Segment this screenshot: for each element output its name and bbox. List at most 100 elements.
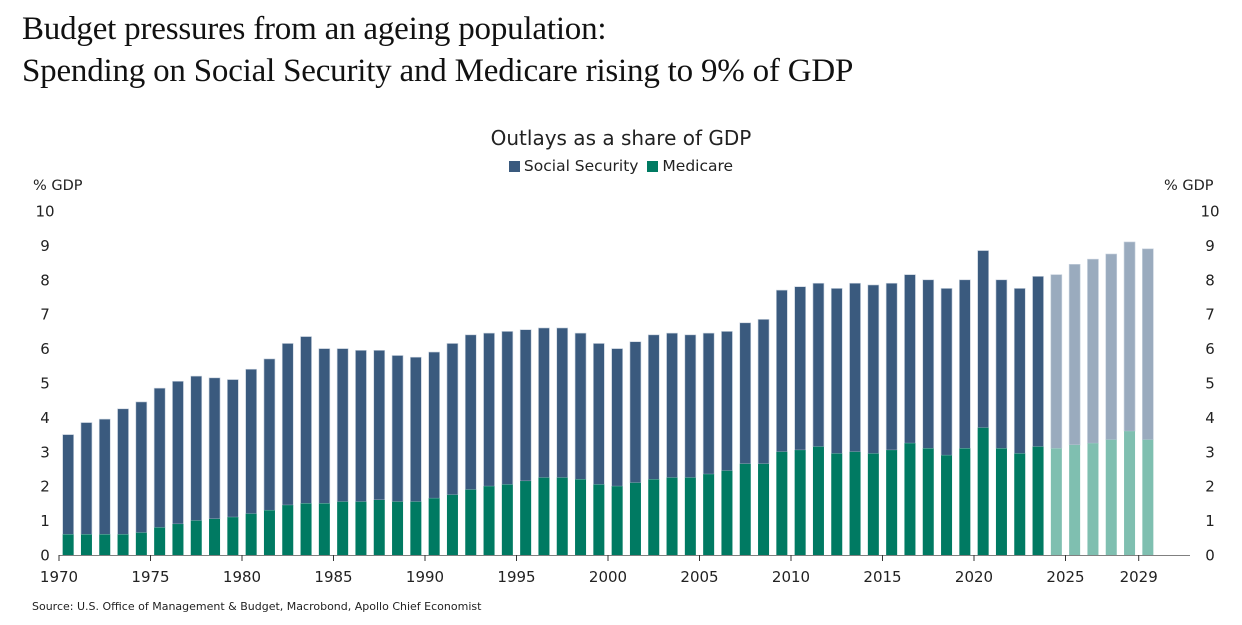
bar-social-security-2016 bbox=[904, 274, 916, 444]
bar-social-security-1972 bbox=[98, 418, 111, 535]
bar-social-security-2028 bbox=[1123, 241, 1136, 432]
bar-medicare-2017 bbox=[922, 448, 934, 555]
bar-medicare-1990 bbox=[428, 498, 440, 555]
bar-social-security-1990 bbox=[428, 351, 440, 499]
bar-medicare-1970 bbox=[62, 534, 74, 555]
bar-medicare-2029 bbox=[1142, 439, 1154, 555]
bar-medicare-1993 bbox=[483, 486, 495, 555]
bar-social-security-2005 bbox=[702, 332, 715, 475]
bar-social-security-1992 bbox=[464, 334, 477, 490]
bar-medicare-1988 bbox=[392, 501, 404, 555]
axes-group: 1970 1975 1980 1985 1990 1995 2000 2005 2010 2015… bbox=[35, 203, 1219, 587]
bar-social-security-1973 bbox=[117, 408, 129, 535]
bar-medicare-1981 bbox=[263, 510, 275, 555]
y-tick-label-left-10: 10 bbox=[35, 203, 54, 221]
bar-medicare-2003 bbox=[666, 477, 678, 555]
bar-social-security-1991 bbox=[446, 343, 459, 496]
headline-line-2: Spending on Social Security and Medicare… bbox=[22, 53, 854, 89]
y-tick-label-left-8: 8 bbox=[40, 271, 50, 289]
bar-medicare-2024 bbox=[1050, 448, 1062, 555]
y-axis-label-left: % GDP bbox=[33, 178, 83, 194]
x-tick-label-2000: 2000 bbox=[589, 568, 627, 586]
bar-social-security-2011 bbox=[812, 282, 825, 447]
bar-social-security-2019 bbox=[959, 279, 971, 449]
y-tick-label-right-1: 1 bbox=[1205, 512, 1215, 530]
bar-medicare-2001 bbox=[629, 482, 641, 555]
bar-social-security-2001 bbox=[629, 341, 642, 484]
legend-item-social-security: Social Security bbox=[508, 157, 639, 175]
legend-label-social-security: Social Security bbox=[523, 157, 639, 175]
bar-social-security-1997 bbox=[556, 327, 569, 478]
bar-social-security-2024 bbox=[1050, 274, 1063, 449]
bar-social-security-1983 bbox=[300, 336, 312, 504]
y-tick-label-right-5: 5 bbox=[1205, 375, 1215, 393]
bar-medicare-2007 bbox=[739, 463, 751, 555]
bar-social-security-1982 bbox=[281, 343, 294, 506]
bar-social-security-1996 bbox=[538, 327, 550, 478]
bar-social-security-2004 bbox=[684, 334, 697, 478]
bar-social-security-1974 bbox=[135, 401, 148, 533]
bar-social-security-2029 bbox=[1142, 248, 1154, 441]
bars-group bbox=[62, 241, 1154, 555]
bar-medicare-1975 bbox=[154, 527, 166, 555]
bar-medicare-1982 bbox=[282, 505, 294, 555]
y-tick-label-left-7: 7 bbox=[40, 306, 50, 324]
bar-social-security-1977 bbox=[190, 375, 203, 521]
bar-medicare-2023 bbox=[1032, 446, 1044, 555]
bar-social-security-1984 bbox=[318, 348, 331, 504]
bar-medicare-2002 bbox=[648, 479, 660, 555]
bar-medicare-1997 bbox=[556, 477, 568, 555]
legend-label-medicare: Medicare bbox=[662, 157, 734, 175]
bar-medicare-1984 bbox=[318, 503, 330, 555]
bar-medicare-1989 bbox=[410, 501, 422, 555]
bar-medicare-1992 bbox=[465, 489, 477, 555]
y-tick-label-left-6: 6 bbox=[40, 340, 50, 358]
bar-social-security-1981 bbox=[263, 358, 276, 511]
bar-social-security-1989 bbox=[410, 356, 422, 502]
bar-social-security-2025 bbox=[1068, 264, 1081, 446]
bar-medicare-2014 bbox=[867, 453, 879, 555]
bar-social-security-2000 bbox=[611, 348, 623, 487]
bar-social-security-2007 bbox=[739, 322, 752, 465]
bar-medicare-2020 bbox=[977, 427, 989, 555]
bar-social-security-2018 bbox=[940, 288, 953, 456]
bar-medicare-2009 bbox=[776, 451, 788, 555]
bar-social-security-1975 bbox=[153, 387, 166, 528]
bar-social-security-2014 bbox=[867, 284, 880, 454]
bar-social-security-1994 bbox=[501, 331, 514, 485]
headline: Budget pressures from an ageing populati… bbox=[22, 8, 853, 92]
y-tick-label-left-2: 2 bbox=[40, 478, 50, 496]
y-axis-label-right: % GDP bbox=[1164, 178, 1214, 194]
bar-medicare-2006 bbox=[721, 470, 733, 555]
bar-social-security-1980 bbox=[245, 368, 257, 515]
bar-medicare-2028 bbox=[1124, 431, 1136, 555]
bar-social-security-1976 bbox=[172, 380, 184, 525]
bar-social-security-2002 bbox=[647, 334, 660, 480]
bar-medicare-2004 bbox=[684, 477, 696, 555]
bar-medicare-2019 bbox=[959, 448, 971, 555]
bar-medicare-1983 bbox=[300, 503, 312, 555]
bar-social-security-2013 bbox=[849, 282, 861, 453]
bar-medicare-1977 bbox=[190, 520, 202, 555]
y-tick-label-right-7: 7 bbox=[1205, 306, 1215, 324]
bar-medicare-1986 bbox=[355, 501, 367, 555]
y-tick-label-left-1: 1 bbox=[40, 512, 50, 530]
bar-social-security-2010 bbox=[794, 286, 806, 451]
bar-medicare-1972 bbox=[99, 534, 111, 555]
y-tick-label-right-0: 0 bbox=[1205, 547, 1215, 565]
y-tick-label-left-5: 5 bbox=[40, 375, 50, 393]
bar-social-security-1970 bbox=[62, 434, 74, 535]
bar-medicare-2026 bbox=[1087, 443, 1099, 555]
x-tick-label-2020: 2020 bbox=[955, 568, 993, 586]
bar-social-security-2017 bbox=[922, 279, 935, 449]
x-tick-label-1995: 1995 bbox=[497, 568, 535, 586]
bar-medicare-1999 bbox=[593, 484, 605, 555]
bar-medicare-1998 bbox=[575, 479, 587, 555]
y-tick-label-right-6: 6 bbox=[1205, 340, 1215, 358]
bar-social-security-2015 bbox=[885, 282, 898, 451]
bar-social-security-1985 bbox=[336, 348, 349, 502]
y-tick-label-right-4: 4 bbox=[1205, 409, 1215, 427]
x-tick-label-2010: 2010 bbox=[772, 568, 810, 586]
chart-title: Outlays as a share of GDP bbox=[490, 126, 752, 150]
bar-medicare-2018 bbox=[941, 455, 953, 555]
